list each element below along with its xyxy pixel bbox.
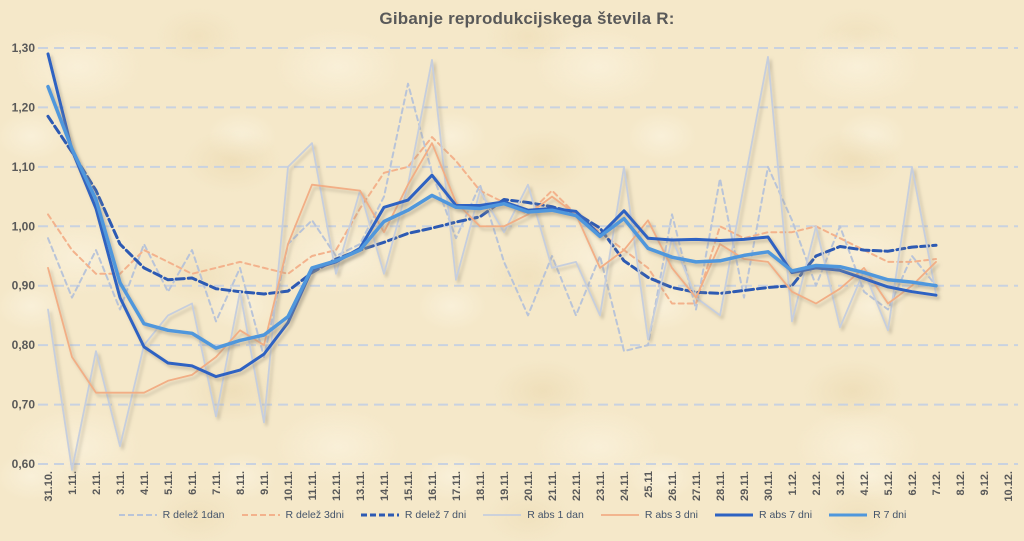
x-tick-label: 5.12. — [883, 471, 895, 495]
x-tick-label: 30.11. — [763, 471, 775, 501]
gridlines — [38, 47, 1018, 465]
legend-item-6: R 7 dni — [828, 509, 906, 521]
x-axis-labels: 31.10. 1.11. 2.11. 3.11. 4.11. 5.11. 6.11. 7.11… — [43, 471, 1015, 502]
x-tick-label: 20.11. — [523, 471, 535, 501]
series-line-1 — [47, 136, 937, 305]
data-series — [46, 52, 938, 471]
x-tick-label: 9.11. — [259, 471, 271, 495]
x-tick-label: 19.11. — [499, 471, 511, 501]
x-tick-label: 2.12. — [811, 471, 823, 495]
legend-item-2: R delež 7 dni — [360, 509, 466, 521]
x-tick-label: 27.11. — [691, 471, 703, 501]
x-tick-label: 23.11. — [595, 471, 607, 501]
x-tick-label: 12.11. — [331, 471, 343, 501]
x-tick-label: 14.11. — [379, 471, 391, 501]
x-tick-label: 1.12. — [787, 471, 799, 495]
x-tick-label: 7.11. — [211, 471, 223, 495]
plot-area: 1,30 1,20 1,10 1,00 0,90 0,80 0,70 0,60 31.10. 1… — [12, 41, 1018, 502]
x-tick-label: 13.11. — [355, 471, 367, 501]
legend-line-sample — [600, 514, 639, 516]
legend-line-sample — [360, 513, 399, 517]
x-tick-label: 24.11. — [619, 471, 631, 501]
x-tick-label: 17.11. — [451, 471, 463, 501]
x-tick-label: 10.11. — [283, 471, 295, 501]
x-tick-label: 28.11. — [715, 471, 727, 501]
legend-item-3: R abs 1 dan — [482, 509, 584, 521]
series-line-4 — [47, 142, 937, 394]
x-tick-label: 4.11. — [139, 471, 151, 495]
legend-label: R 7 dni — [873, 509, 907, 521]
legend-item-1: R delež 3dni — [241, 509, 344, 521]
legend-label: R abs 7 dni — [758, 509, 813, 521]
legend-label: R abs 1 dan — [527, 509, 584, 521]
series-line-5 — [46, 52, 938, 379]
legend-label: R abs 3 dni — [644, 509, 698, 521]
x-tick-label: 4.12. — [859, 471, 871, 495]
y-tick-label: 1,00 — [12, 219, 36, 233]
legend-item-4: R abs 3 dni — [600, 509, 698, 521]
x-tick-label: 16.11. — [427, 471, 439, 501]
legend-line-sample — [483, 514, 522, 516]
x-tick-label: 7.12. — [931, 471, 943, 495]
x-tick-label: 31.10. — [43, 471, 55, 502]
x-tick-label: 18.11. — [475, 471, 487, 501]
y-axis-labels: 1,30 1,20 1,10 1,00 0,90 0,80 0,70 0,60 — [12, 41, 36, 471]
legend-item-0: R delež 1dan — [118, 509, 225, 521]
y-tick-label: 1,30 — [12, 41, 36, 55]
x-tick-label: 3.11. — [115, 471, 127, 495]
x-tick-label: 3.12. — [835, 471, 847, 495]
legend: R delež 1dan R delež 3dni R delež 7 dni R a… — [0, 509, 1024, 521]
legend-line-sample — [241, 514, 280, 516]
legend-item-5: R abs 7 dni — [714, 509, 812, 521]
x-tick-label: 21.11. — [547, 471, 559, 501]
y-tick-label: 1,20 — [12, 100, 36, 114]
y-tick-label: 0,90 — [12, 279, 36, 293]
x-tick-label: 10.12. — [1003, 471, 1015, 502]
y-tick-label: 0,70 — [12, 398, 36, 412]
x-tick-label: 6.11. — [187, 471, 199, 495]
x-tick-label: 25.11 — [643, 471, 655, 498]
series-line-0 — [47, 82, 937, 358]
x-tick-label: 15.11. — [403, 471, 415, 501]
y-tick-label: 0,80 — [12, 338, 36, 352]
x-tick-label: 8.11. — [235, 471, 247, 495]
legend-line-sample — [829, 513, 868, 517]
legend-label: R delež 1dan — [162, 509, 225, 521]
y-tick-label: 1,10 — [12, 160, 36, 174]
series-line-3 — [47, 56, 937, 471]
x-tick-label: 29.11. — [739, 471, 751, 501]
y-tick-label: 0,60 — [12, 457, 36, 471]
x-tick-label: 8.12. — [955, 471, 967, 495]
legend-line-sample — [714, 513, 753, 517]
x-tick-label: 2.11. — [91, 471, 103, 495]
x-tick-label: 9.12. — [979, 471, 991, 495]
x-tick-label: 5.11. — [163, 471, 175, 495]
legend-line-sample — [118, 514, 157, 516]
x-tick-label: 1.11. — [67, 471, 79, 495]
legend-label: R delež 7 dni — [404, 509, 467, 521]
legend-label: R delež 3dni — [285, 509, 344, 521]
x-tick-label: 11.11. — [307, 471, 319, 500]
chart-title: Gibanje reprodukcijskega števila R: — [379, 9, 675, 28]
x-tick-label: 26.11. — [667, 471, 679, 501]
x-tick-label: 6.12. — [907, 471, 919, 495]
series-line-6 — [46, 84, 938, 350]
x-tick-label: 22.11. — [571, 471, 583, 501]
